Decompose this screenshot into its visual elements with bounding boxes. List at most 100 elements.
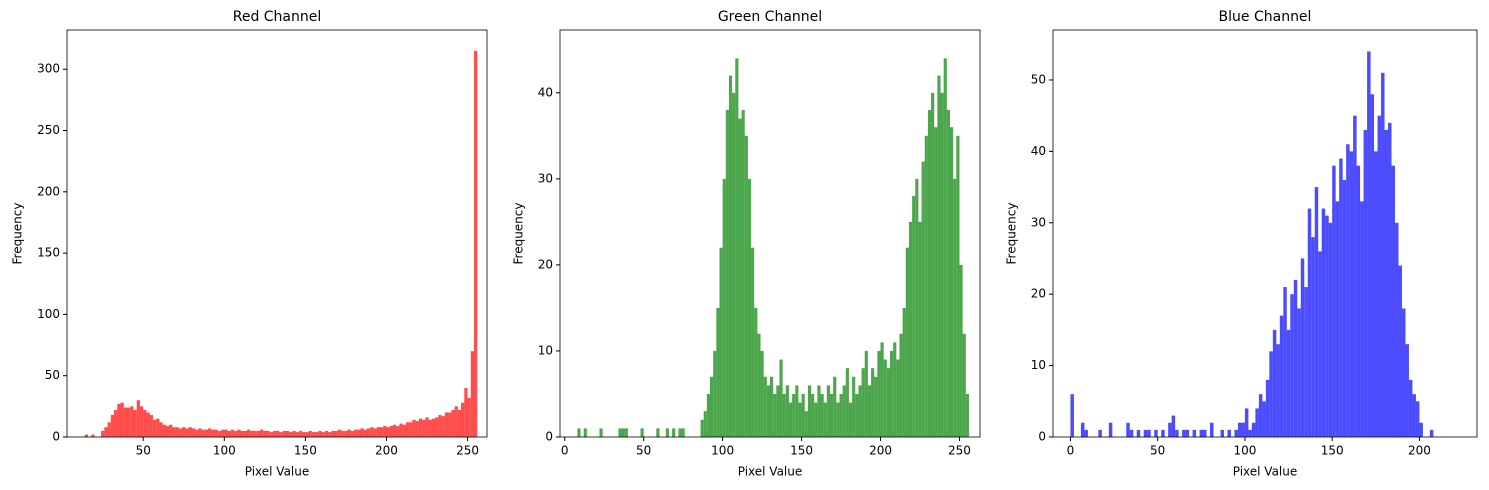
histogram-bar <box>700 419 704 437</box>
histogram-bar <box>1429 429 1434 437</box>
histogram-bar <box>399 423 403 437</box>
histogram-bar <box>289 432 293 437</box>
histogram-bar <box>744 135 748 437</box>
histogram-bar <box>136 400 140 437</box>
histogram-bar <box>1080 422 1085 437</box>
histogram-bar <box>237 429 241 437</box>
histogram-bar <box>1265 379 1270 437</box>
histogram-bar <box>201 429 205 437</box>
histogram-bar <box>728 75 733 438</box>
histogram-bar <box>178 428 183 437</box>
axes-frame <box>66 29 488 438</box>
histogram-bar <box>379 427 384 437</box>
histogram-bar <box>130 406 134 437</box>
histogram-bar <box>1182 429 1186 437</box>
histogram-bar <box>104 427 108 437</box>
histogram-bar <box>1255 408 1259 437</box>
histogram-bar <box>962 333 966 437</box>
histogram-bar <box>1377 115 1382 438</box>
histogram-bar <box>1304 287 1308 437</box>
histogram-bar <box>782 393 786 437</box>
histogram-bar <box>896 359 900 437</box>
histogram-bar <box>1300 258 1305 437</box>
histogram-bar <box>457 410 462 437</box>
histogram-bar <box>214 429 218 437</box>
histogram-bar <box>732 92 736 437</box>
histogram-bar <box>577 428 581 437</box>
histogram-bar <box>801 393 805 437</box>
histogram-bar <box>363 429 367 437</box>
histogram-bar <box>162 424 166 437</box>
histogram-bar <box>766 385 770 437</box>
histogram-bar <box>1367 51 1371 437</box>
x-tick-label: 150 <box>294 444 317 458</box>
histogram-bar <box>817 385 821 437</box>
histogram-bar <box>725 110 729 437</box>
histogram-bar <box>839 393 843 437</box>
histogram-bar <box>1227 429 1231 437</box>
histogram-bar <box>874 376 878 437</box>
axes-frame <box>559 29 981 438</box>
y-tick-label: 0 <box>1038 430 1046 444</box>
y-tick-label: 40 <box>538 85 553 99</box>
histogram-bar <box>1363 129 1368 437</box>
x-axis-label: Pixel Value <box>245 465 310 479</box>
histogram-bar <box>1419 422 1423 437</box>
y-axis-label: Frequency <box>11 203 25 265</box>
histogram-bar <box>418 418 423 437</box>
histogram-bar <box>792 393 796 437</box>
histogram-bar <box>1328 222 1333 437</box>
histogram-bar <box>779 359 783 437</box>
histogram-bar <box>107 422 111 437</box>
histogram-bar <box>1136 429 1141 437</box>
histogram-bar <box>830 393 834 437</box>
histogram-bar <box>823 402 827 437</box>
histogram-bar <box>836 402 840 437</box>
histogram-bar <box>367 428 371 437</box>
histogram-bar <box>807 385 812 437</box>
histogram-bar <box>470 351 475 437</box>
histogram-bar <box>91 434 95 437</box>
histogram-bar <box>1388 122 1392 438</box>
histogram-bar <box>315 432 319 437</box>
x-tick-label: 0 <box>561 444 569 458</box>
histogram-bar <box>234 430 238 437</box>
histogram-bar <box>893 342 897 437</box>
chart-title: Green Channel <box>718 9 822 25</box>
histogram-bar <box>208 428 212 437</box>
histogram-bar <box>886 368 890 437</box>
histogram-bar <box>373 428 377 437</box>
histogram-bar <box>451 410 455 437</box>
histogram-bar <box>599 428 603 437</box>
y-tick-label: 10 <box>1031 358 1046 372</box>
x-tick-label: 200 <box>869 444 892 458</box>
histogram-bar <box>848 402 853 437</box>
histogram-bar <box>295 432 299 437</box>
histogram-bar <box>1346 144 1350 438</box>
histogram-bar <box>217 430 222 437</box>
histogram-bar <box>1126 422 1130 437</box>
y-tick-label: 100 <box>37 307 60 321</box>
histogram-bar <box>956 135 960 437</box>
histogram-bar <box>1374 151 1378 437</box>
histogram-bar <box>227 430 231 437</box>
histogram-bar <box>263 430 267 437</box>
histogram-bar <box>1412 394 1416 437</box>
histogram-bar <box>738 118 742 438</box>
histogram-bar <box>1381 72 1385 437</box>
histogram-bar <box>1070 394 1074 437</box>
histogram-bar <box>1154 429 1158 437</box>
histogram-bar <box>1321 208 1326 437</box>
histogram-bar <box>1394 222 1399 437</box>
histogram-bar <box>940 92 944 437</box>
histogram-bar <box>681 428 685 437</box>
histogram-bar <box>867 385 872 437</box>
y-tick-label: 0 <box>52 430 60 444</box>
histogram-bar <box>149 414 153 437</box>
histogram-bar <box>937 75 941 438</box>
histogram-bar <box>621 428 625 437</box>
histogram-bar <box>1349 151 1354 437</box>
histogram-bar <box>773 393 777 437</box>
histogram-bar <box>751 247 755 437</box>
y-tick-label: 20 <box>538 257 553 271</box>
